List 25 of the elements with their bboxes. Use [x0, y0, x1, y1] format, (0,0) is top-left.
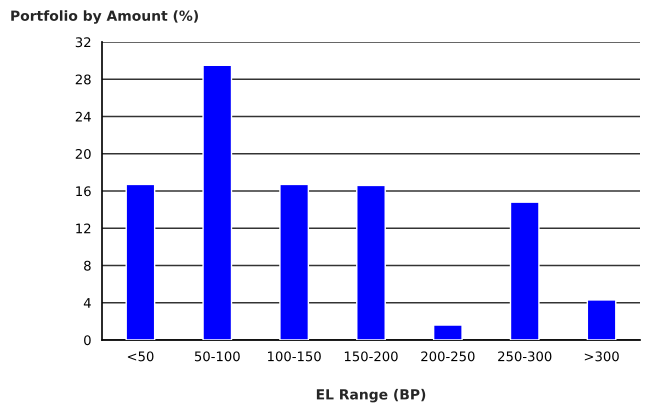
- x-tick-label: 100-150: [268, 351, 321, 362]
- y-tick-label: 4: [84, 298, 91, 308]
- y-tick-label: 12: [76, 223, 90, 234]
- x-tick-label: 50-100: [194, 351, 240, 362]
- bar: [356, 184, 386, 340]
- y-tick-label: 24: [76, 112, 91, 122]
- x-tick-label: <50: [128, 351, 154, 362]
- bar: [279, 184, 310, 340]
- x-tick-label: >300: [584, 351, 619, 362]
- x-axis-title: EL Range (BP): [316, 388, 426, 402]
- y-tick-label: 20: [76, 148, 91, 159]
- y-tick-label: 28: [76, 74, 91, 84]
- chart-title: Portfolio by Amount (%): [11, 10, 198, 24]
- x-tick-label: 250-300: [498, 351, 552, 362]
- x-tick-label: 200-250: [421, 351, 475, 362]
- bar: [202, 64, 232, 340]
- bar: [126, 184, 156, 340]
- bar: [586, 299, 616, 340]
- y-tick-label: 16: [76, 186, 91, 196]
- y-tick-label: 0: [84, 335, 91, 346]
- bar: [510, 201, 540, 340]
- y-tick-label: 32: [76, 37, 90, 48]
- y-tick-label: 8: [84, 260, 91, 271]
- x-tick-label: 150-200: [344, 351, 398, 362]
- bar: [432, 324, 463, 340]
